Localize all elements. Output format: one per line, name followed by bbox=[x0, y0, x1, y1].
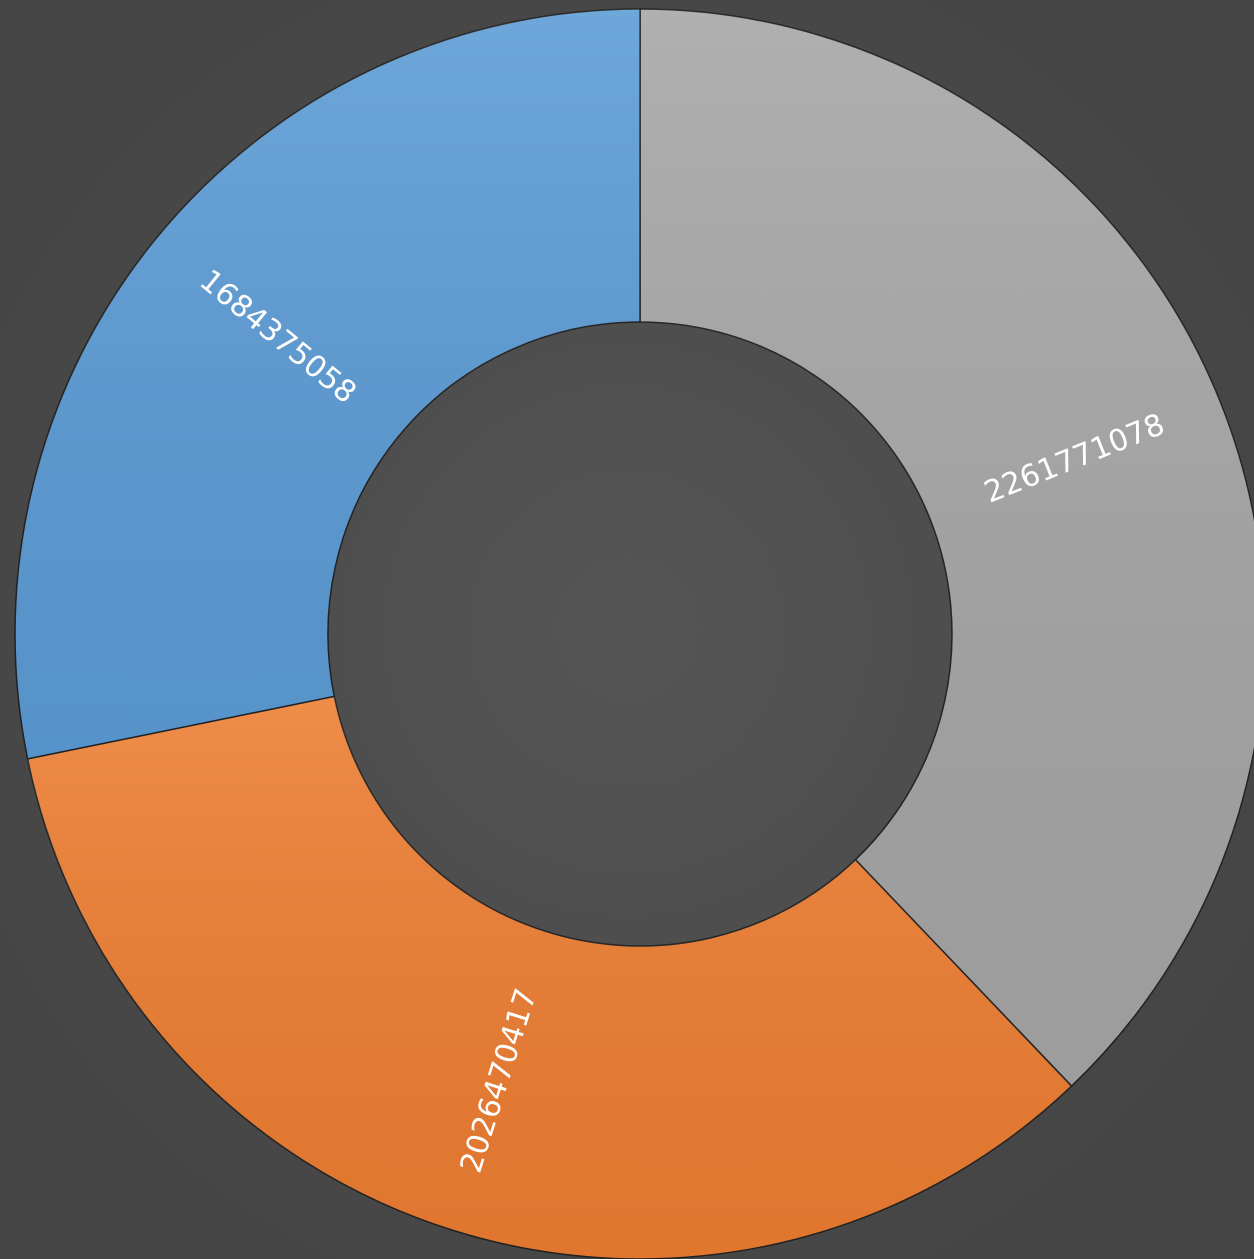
chart: 226177107820264704171684375058 bbox=[0, 0, 1254, 1259]
